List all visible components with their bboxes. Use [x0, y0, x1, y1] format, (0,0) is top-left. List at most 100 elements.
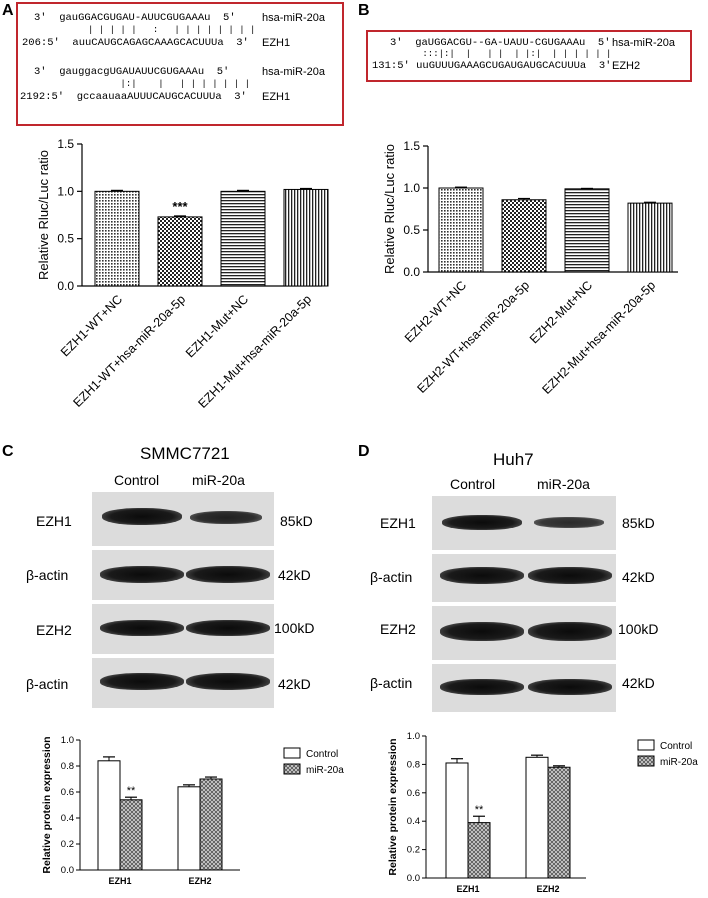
- blot-c-strip-actin2: [92, 658, 274, 708]
- blot-c-title: SMMC7721: [140, 444, 230, 463]
- seq-a-row1-top: 3' gauGGACGUGAU-AUUCGUGAAAu 5': [34, 12, 236, 24]
- blot-d-strip-ezh1: [432, 496, 616, 550]
- blot-c-label-2: β-actin: [26, 567, 69, 583]
- blot-d-size-2: 42kD: [622, 569, 655, 585]
- blot-d-size-3: 100kD: [618, 621, 659, 637]
- blot-band: [528, 567, 612, 584]
- bar: [438, 187, 484, 273]
- y-axis-label: Relative Rluc/Luc ratio: [36, 150, 51, 280]
- x-tick-label: EZH1: [108, 876, 131, 886]
- blot-d-size-4: 42kD: [622, 675, 655, 691]
- blot-c-label-3: EZH2: [36, 622, 72, 638]
- panel-letter-c: C: [2, 443, 14, 460]
- x-tick-label: EZH2: [188, 876, 211, 886]
- seq-b-pair: :::|:| | | | | |:| | | | | | |: [390, 49, 612, 59]
- blot-c-label-1: EZH1: [36, 513, 72, 529]
- blot-band: [442, 515, 522, 530]
- y-tick-label: 0.4: [407, 816, 420, 827]
- bar: [177, 786, 201, 871]
- blot-c-size-3: 100kD: [274, 620, 315, 636]
- blot-band: [190, 511, 262, 524]
- blot-d-title: Huh7: [493, 450, 534, 469]
- blot-c-size-1: 85kD: [280, 513, 313, 529]
- y-tick-label: 0.6: [61, 787, 74, 798]
- legend-swatch: [637, 755, 655, 767]
- y-tick-label: 0.5: [57, 232, 74, 246]
- blot-band: [102, 508, 182, 525]
- y-tick-label: 1.5: [57, 137, 74, 151]
- y-tick-label: 0.0: [403, 265, 420, 279]
- seq-a-row2-gene-label: EZH1: [262, 91, 291, 103]
- blot-c-col-mir20a: miR-20a: [192, 472, 245, 488]
- significance-label: ***: [172, 199, 188, 214]
- bar: [525, 756, 549, 879]
- seq-a-row1-mirna-label: hsa-miR-20a: [262, 12, 325, 24]
- blot-d-strip-actin2: [432, 664, 616, 712]
- blot-d-label-2: β-actin: [370, 569, 413, 585]
- y-tick-label: 1.0: [61, 735, 74, 746]
- y-tick-label: 0.8: [61, 761, 74, 772]
- seq-b-bottom: 131:5' uuGUUUGAAAGCUGAUGAUGCACUUUa 3': [372, 60, 612, 72]
- legend-label: Control: [660, 741, 692, 752]
- bar: [501, 199, 547, 273]
- y-axis-label: Relative protein expression: [387, 738, 399, 875]
- x-tick-label: EZH2-WT+hsa-miR-20a-5p: [414, 278, 532, 396]
- bar: [220, 190, 266, 287]
- bar: [467, 822, 491, 879]
- y-axis-label: Relative Rluc/Luc ratio: [382, 144, 397, 274]
- x-tick-label: EZH1-Mut+NC: [183, 292, 251, 360]
- y-tick-label: 1.5: [403, 139, 420, 153]
- legend-label: Control: [306, 749, 338, 760]
- panel-letter-b: B: [358, 2, 370, 19]
- seq-a-row2-top: 3' gauggacgUGAUAUUCGUGAAAu 5': [34, 66, 230, 78]
- blot-band: [534, 517, 604, 528]
- seq-b-top: 3' gaUGGACGU--GA-UAUU-CGUGAAAu 5': [390, 37, 611, 49]
- significance-label: **: [475, 804, 484, 816]
- y-tick-label: 0.0: [61, 865, 74, 876]
- bar: [627, 202, 673, 273]
- blot-c-strip-ezh1: [92, 492, 274, 546]
- legend-swatch: [283, 747, 301, 759]
- blot-d-strip-actin1: [432, 554, 616, 602]
- blot-band: [100, 566, 184, 583]
- x-tick-label: EZH2-WT+NC: [402, 278, 469, 345]
- x-tick-label: EZH1: [456, 884, 479, 894]
- legend-swatch: [637, 739, 655, 751]
- sequence-box-b: 3' gaUGGACGU--GA-UAUU-CGUGAAAu 5' :::|:|…: [366, 30, 692, 82]
- bar: [547, 766, 571, 879]
- blot-band: [440, 679, 524, 695]
- bar: [283, 188, 329, 287]
- blot-d-size-1: 85kD: [622, 515, 655, 531]
- y-axis-label: Relative protein expression: [41, 736, 53, 873]
- y-tick-label: 0.0: [57, 279, 74, 293]
- seq-a-row1-pair: | | | | | : | | | | | | | |: [34, 25, 256, 35]
- blot-band: [100, 620, 184, 636]
- chart-a: 0.0 0.5 1.0 1.5 Relative Rluc/Luc ratio EZH1-…: [36, 137, 329, 411]
- chart-d: 0.0 0.2 0.4 0.6 0.8 1.0 Relative protein expre…: [387, 731, 698, 894]
- blot-band: [440, 622, 524, 641]
- y-tick-label: 1.0: [407, 731, 420, 742]
- blot-d-label-4: β-actin: [370, 675, 413, 691]
- legend-label: miR-20a: [306, 765, 344, 776]
- significance-label: **: [127, 785, 136, 797]
- sequence-box-a: 3' gauGGACGUGAU-AUUCGUGAAAu 5' | | | | |…: [16, 2, 344, 126]
- blot-band: [186, 566, 270, 583]
- seq-a-row2-mirna-label: hsa-miR-20a: [262, 66, 325, 78]
- seq-a-row2-pair: |:| | | | | | | | |: [34, 79, 251, 89]
- chart-b: 0.0 0.5 1.0 1.5 Relative Rluc/Luc ratio EZH2-…: [382, 139, 678, 397]
- seq-b-mirna-label: hsa-miR-20a: [612, 37, 675, 49]
- blot-band: [440, 567, 524, 584]
- x-tick-label: EZH2: [536, 884, 559, 894]
- blot-d-col-control: Control: [450, 476, 496, 492]
- blot-band: [186, 673, 270, 690]
- blot-band: [186, 620, 270, 636]
- blot-c-col-control: Control: [114, 472, 160, 488]
- bar: [119, 799, 143, 871]
- x-tick-label: EZH1-Mut+hsa-miR-20a-5p: [195, 292, 314, 411]
- blot-band: [100, 673, 184, 690]
- seq-b-gene-label: EZH2: [612, 60, 641, 72]
- y-tick-label: 0.2: [61, 839, 74, 850]
- x-tick-label: EZH2-Mut+hsa-miR-20a-5p: [539, 278, 658, 397]
- seq-a-row2-bottom: 2192:5' gccaauaaAUUUCAUGCACUUUa 3': [20, 91, 247, 103]
- seq-a-row1-bottom: 206:5' auuCAUGCAGAGCAAAGCACUUUa 3': [22, 37, 249, 49]
